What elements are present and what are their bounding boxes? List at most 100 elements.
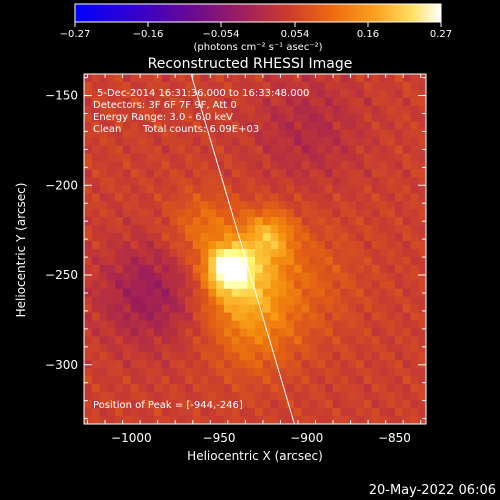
heatmap-cell [309, 193, 318, 202]
heatmap-cell [286, 161, 295, 171]
heatmap-cell [169, 241, 178, 250]
heatmap-cell [387, 400, 396, 409]
heatmap-cell [363, 400, 373, 409]
heatmap-cell [270, 81, 279, 91]
heatmap-cell [293, 360, 303, 369]
heatmap-cell [208, 376, 217, 385]
heatmap-cell [169, 384, 178, 393]
heatmap-cell [84, 384, 93, 393]
heatmap-cell [402, 137, 412, 147]
heatmap-cell [286, 368, 295, 377]
heatmap-cell [84, 185, 93, 194]
heatmap-cell [91, 416, 101, 424]
heatmap-cell [107, 352, 116, 361]
heatmap-cell [122, 233, 132, 242]
heatmap-cell [301, 241, 311, 250]
heatmap-cell [332, 81, 342, 91]
heatmap-cell [324, 288, 334, 298]
x-axis-label: Heliocentric X (arcsec) [187, 449, 323, 463]
heatmap-cell [208, 233, 217, 242]
heatmap-cell [317, 185, 326, 194]
heatmap-cell [418, 272, 426, 282]
heatmap-cell [410, 169, 419, 178]
heatmap-cell [379, 89, 388, 99]
heatmap-cell [309, 264, 318, 274]
heatmap-cell [146, 81, 155, 91]
heatmap-cell [363, 177, 373, 186]
heatmap-cell [262, 288, 272, 298]
heatmap-cell [301, 416, 311, 424]
heatmap-cell [324, 376, 334, 385]
heatmap-cell [410, 256, 419, 266]
heatmap-cell [340, 368, 349, 377]
heatmap-cell [239, 352, 248, 361]
heatmap-cell [185, 336, 194, 346]
heatmap-cell [208, 384, 217, 393]
heatmap-cell [270, 74, 279, 83]
heatmap-cell [356, 400, 365, 409]
heatmap-cell [107, 201, 116, 210]
heatmap-cell [418, 97, 426, 107]
heatmap-cell [363, 225, 373, 234]
heatmap-cell [138, 384, 147, 393]
heatmap-cell [192, 153, 202, 163]
heatmap-cell [286, 384, 295, 393]
heatmap-cell [91, 225, 101, 234]
heatmap-cell [138, 209, 147, 218]
heatmap-cell [402, 288, 412, 298]
heatmap-cell [324, 153, 334, 163]
heatmap-cell [84, 161, 93, 171]
heatmap-cell [387, 161, 396, 171]
heatmap-cell [324, 113, 334, 123]
heatmap-cell [332, 217, 342, 226]
heatmap-cell [153, 161, 163, 171]
heatmap-cell [371, 376, 380, 385]
heatmap-cell [200, 241, 209, 250]
heatmap-cell [84, 336, 93, 346]
heatmap-cell [332, 392, 342, 401]
heatmap-cell [394, 336, 404, 346]
heatmap-cell [293, 256, 303, 266]
heatmap-cell [379, 408, 388, 417]
heatmap-cell [130, 392, 140, 401]
heatmap-cell [262, 81, 272, 91]
heatmap-cell [301, 169, 311, 178]
heatmap-cell [153, 241, 163, 250]
heatmap-cell [293, 121, 303, 131]
heatmap-cell [332, 352, 342, 361]
heatmap-cell [231, 169, 241, 178]
heatmap-cell [293, 74, 303, 83]
colorbar-tick-label: 0.16 [357, 29, 379, 40]
heatmap-cell [387, 384, 396, 393]
heatmap-cell [177, 344, 186, 353]
heatmap-cell [231, 296, 241, 306]
detectors-text: Detectors: 3F 6F 7F 9F, Att 0 [93, 100, 237, 111]
heatmap-cell [394, 241, 404, 250]
heatmap-cell [356, 376, 365, 385]
heatmap-cell [115, 153, 124, 163]
heatmap-cell [348, 360, 357, 369]
heatmap-cell [247, 113, 256, 123]
heatmap-cell [262, 360, 272, 369]
heatmap-cell [348, 328, 357, 338]
heatmap-cell [169, 74, 178, 83]
heatmap-cell [208, 217, 217, 226]
heatmap-cell [169, 280, 178, 290]
heatmap-cell [130, 97, 140, 107]
heatmap-cell [91, 113, 101, 123]
heatmap-cell [270, 105, 279, 115]
heatmap-cell [161, 81, 171, 91]
heatmap-cell [153, 392, 163, 401]
heatmap-cell [216, 177, 225, 186]
heatmap-cell [247, 201, 256, 210]
heatmap-cell [332, 256, 342, 266]
heatmap-cell [293, 376, 303, 385]
heatmap-cell [301, 336, 311, 346]
heatmap-cell [402, 185, 412, 194]
heatmap-cell [379, 376, 388, 385]
heatmap-cell [122, 328, 132, 338]
heatmap-cell [270, 241, 279, 250]
heatmap-cell [177, 352, 186, 361]
heatmap-cell [130, 416, 140, 424]
heatmap-cell [185, 272, 194, 282]
